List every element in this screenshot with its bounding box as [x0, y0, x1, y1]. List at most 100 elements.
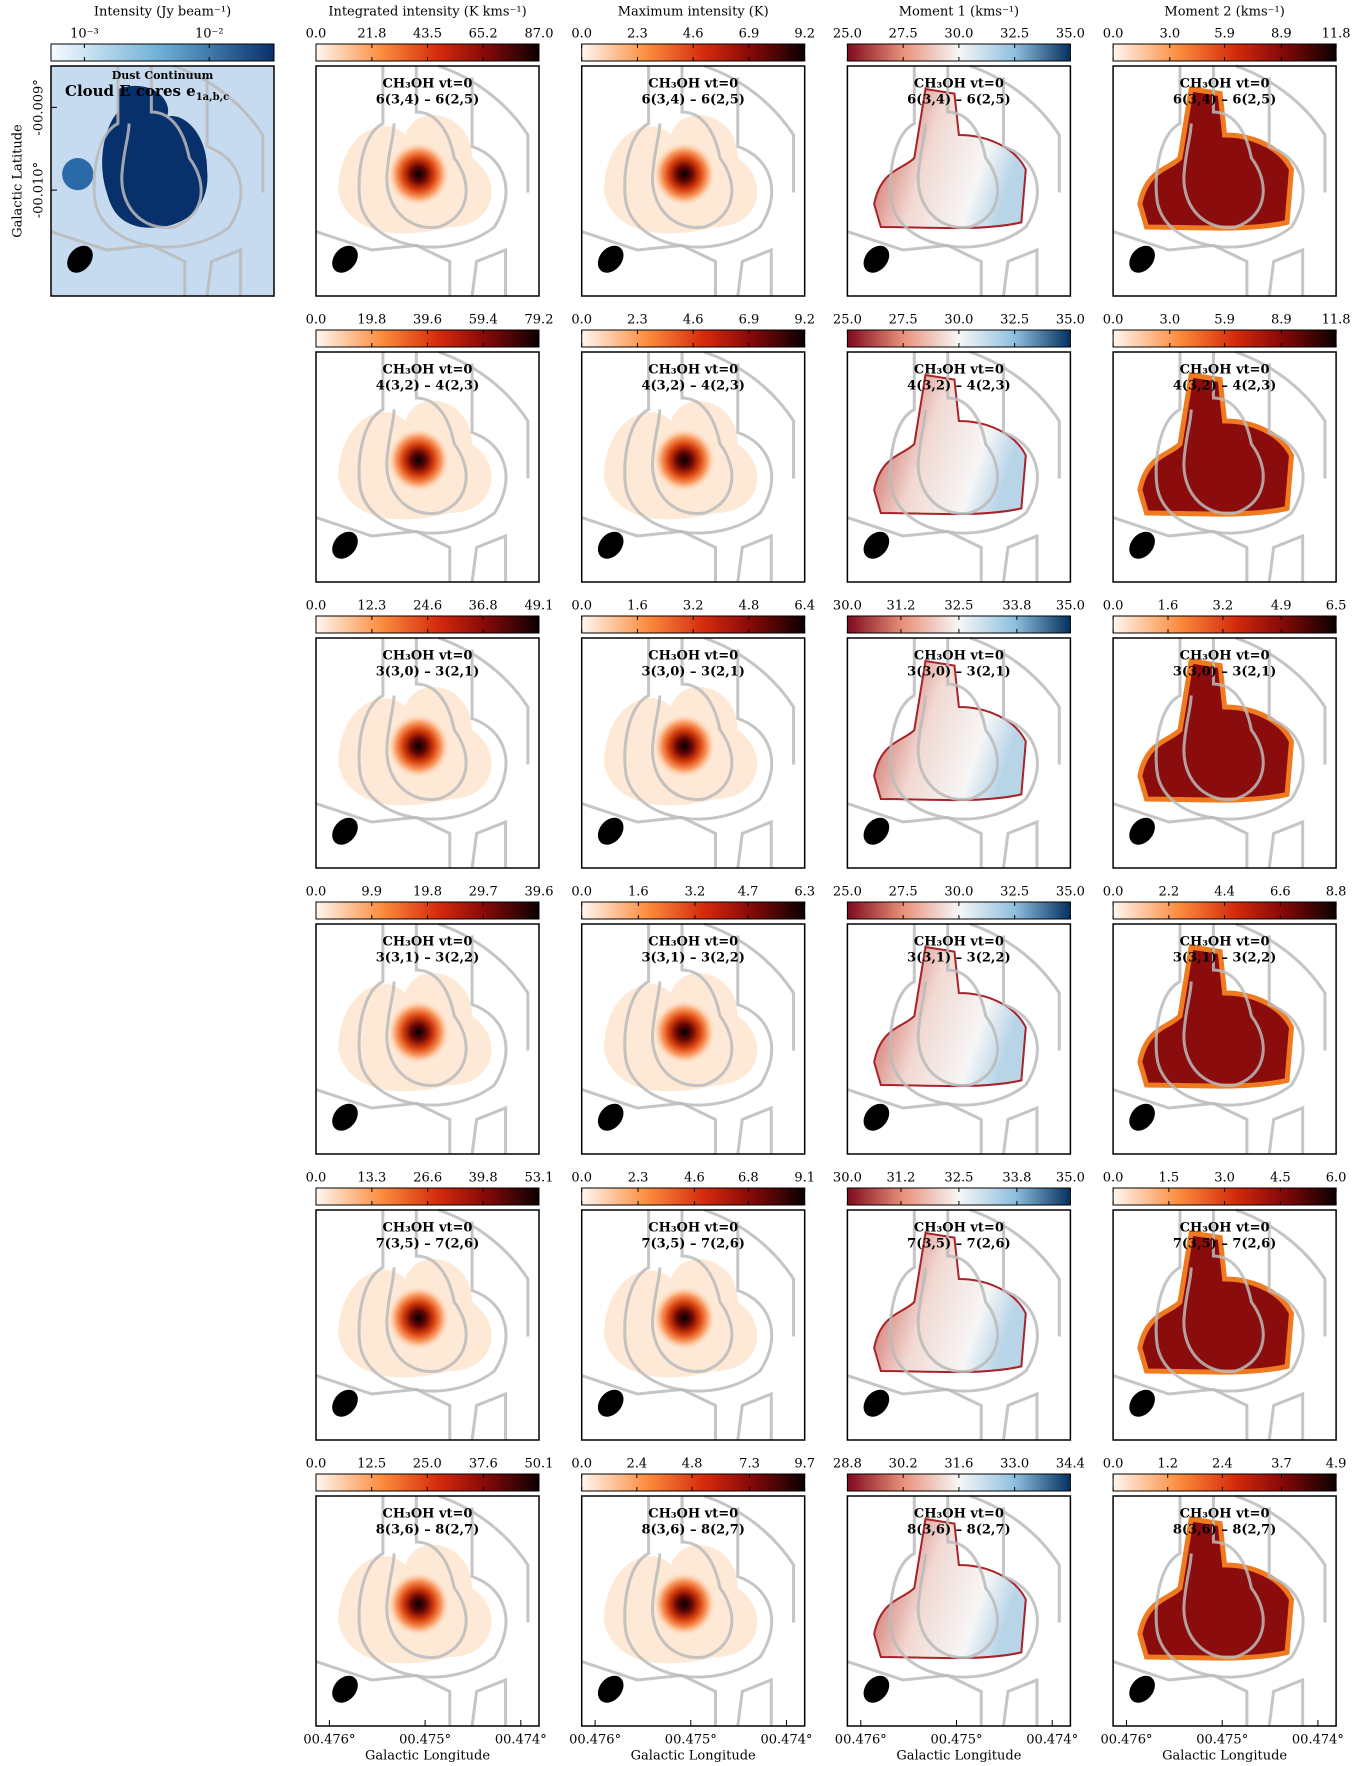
- colorbar-tick-label: 6.4: [794, 599, 815, 614]
- colorbar-tick-label: 12.3: [357, 599, 386, 614]
- colorbar-tick-label: 87.0: [525, 27, 554, 42]
- colorbar-tick-label: 35.0: [1056, 313, 1085, 328]
- x-tick-label: 00.474°: [1292, 1733, 1344, 1748]
- colorbar-tick-label: 0.0: [571, 313, 592, 328]
- transition-label: 3(3,0) – 3(2,1): [641, 665, 744, 680]
- colorbar-tick-label: 8.8: [1326, 885, 1347, 900]
- contour: [970, 66, 1059, 193]
- map-image: [1113, 66, 1325, 296]
- transition-label: 4(3,2) – 4(2,3): [376, 379, 479, 394]
- colorbar-tick-label: 3.0: [1159, 27, 1180, 42]
- beam: [1129, 531, 1155, 559]
- species-label: CH₃OH vt=0: [648, 649, 738, 664]
- colorbar-tick-label: 0.0: [1103, 599, 1124, 614]
- colorbar-tick-label: 35.0: [1056, 27, 1085, 42]
- contour: [652, 638, 731, 800]
- contour: [387, 66, 466, 228]
- contour: [439, 66, 528, 193]
- colorbar-tick-label: 0.0: [1103, 27, 1124, 42]
- contour: [738, 1680, 771, 1726]
- colorbar-tick-label: 9.1: [794, 1171, 815, 1186]
- beam: [863, 245, 890, 273]
- colorbar: [1112, 615, 1337, 634]
- colorbar-tick-label: 28.8: [833, 1457, 862, 1472]
- panel-frame: [315, 65, 540, 297]
- map-image: [1113, 638, 1325, 868]
- colorbar-tick-label: 21.8: [357, 27, 386, 42]
- contour: [738, 1394, 771, 1440]
- emission-core: [653, 1285, 716, 1351]
- contour: [1004, 1394, 1037, 1440]
- contour: [472, 1680, 505, 1726]
- sublabel-text: Cloud E cores e: [65, 82, 196, 100]
- emission-core: [387, 1571, 450, 1637]
- colorbar-tick-label: 19.8: [413, 885, 442, 900]
- contour: [1269, 1108, 1302, 1154]
- beam: [332, 1389, 358, 1417]
- contour: [1113, 232, 1247, 296]
- contour: [970, 1496, 1059, 1623]
- map-image: [847, 1210, 1059, 1440]
- colorbar-tick-label: 6.9: [739, 27, 760, 42]
- beam: [597, 1103, 624, 1131]
- panel-frame: [1112, 351, 1337, 583]
- panel-frame: [846, 1495, 1072, 1727]
- x-axis-label: Galactic Longitude: [1162, 1749, 1287, 1764]
- colorbar-tick-label: 43.5: [413, 27, 442, 42]
- colorbar-tick-label: 8.9: [1271, 27, 1292, 42]
- panel-frame: [315, 1495, 540, 1727]
- colorbar-tick-label: 0.0: [571, 1171, 592, 1186]
- contour: [316, 804, 450, 868]
- transition-label: 6(3,4) – 6(2,5): [907, 93, 1010, 108]
- transition-label: 7(3,5) – 7(2,6): [376, 1237, 479, 1252]
- contour: [1004, 250, 1037, 296]
- colorbar-tick-label: 35.0: [1056, 599, 1085, 614]
- colorbar-tick-label: 13.3: [357, 1171, 386, 1186]
- panel-frame: [846, 1209, 1072, 1441]
- x-axis-label: Galactic Longitude: [631, 1749, 756, 1764]
- x-tick-label: 00.476°: [835, 1733, 887, 1748]
- emission-core: [653, 141, 716, 207]
- contour: [582, 1376, 716, 1440]
- beam: [597, 1675, 624, 1703]
- colorbar-tick-label: 39.6: [525, 885, 554, 900]
- colorbar-tick-label: 1.5: [1159, 1171, 1180, 1186]
- colorbar-tick-label: 4.8: [739, 599, 760, 614]
- species-label: CH₃OH vt=0: [914, 1507, 1004, 1522]
- contour: [1184, 66, 1263, 228]
- contour: [652, 924, 731, 1086]
- colorbar-tick-label: 19.8: [357, 313, 386, 328]
- colorbar-tick-label: 0.0: [1103, 313, 1124, 328]
- panel-frame: [1112, 637, 1337, 869]
- emission-core: [387, 141, 450, 207]
- colorbar-tick-label: 49.1: [525, 599, 554, 614]
- species-label: CH₃OH vt=0: [383, 935, 473, 950]
- map-image: [847, 924, 1059, 1154]
- colorbar-tick-label: 3.2: [1213, 599, 1234, 614]
- contour: [918, 924, 997, 1086]
- contour: [1184, 1496, 1263, 1658]
- colorbar-tick-label: 31.2: [886, 599, 915, 614]
- contour: [387, 1496, 466, 1658]
- map-image: [847, 1496, 1059, 1726]
- contour: [970, 1210, 1059, 1337]
- map-image: [582, 1210, 794, 1440]
- beam: [332, 1675, 358, 1703]
- contour: [1184, 1210, 1263, 1372]
- contour: [122, 66, 201, 228]
- colorbar-tick-label: 5.9: [1214, 27, 1235, 42]
- contour: [1113, 1376, 1247, 1440]
- contour: [1113, 1090, 1247, 1154]
- transition-label: 7(3,5) – 7(2,6): [641, 1237, 744, 1252]
- x-tick-label: 00.474°: [495, 1733, 547, 1748]
- x-tick-label: 00.476°: [303, 1733, 355, 1748]
- contour: [174, 66, 263, 193]
- panel-frame: [50, 65, 275, 297]
- beam: [332, 531, 358, 559]
- x-tick-label: 00.476°: [569, 1733, 621, 1748]
- contour: [652, 352, 731, 514]
- contour: [1269, 822, 1302, 868]
- colorbar-tick-label: 0.0: [571, 27, 592, 42]
- contour: [582, 232, 716, 296]
- emission-core: [653, 713, 716, 779]
